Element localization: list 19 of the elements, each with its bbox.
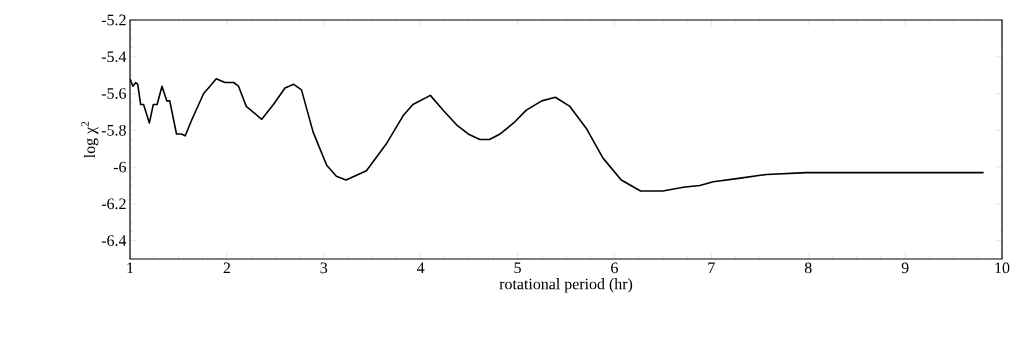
y-tick-label: -6	[113, 161, 127, 173]
y-tick-label: -6.4	[101, 235, 127, 246]
y-tick-label: -5.6	[101, 88, 127, 99]
y-tick-label: -6.2	[101, 198, 126, 210]
y-tick-label: -5.2	[101, 14, 126, 26]
x-tick-label: 6	[611, 262, 618, 274]
x-tick-label: 2	[223, 262, 230, 274]
x-tick-label: 4	[417, 262, 425, 274]
y-tick-label: -5.4	[101, 51, 127, 63]
x-tick-label: 3	[320, 262, 328, 274]
x-tick-label: 9	[901, 262, 909, 274]
x-tick-label: 5	[514, 262, 521, 274]
x-tick-label: 10	[995, 262, 1010, 274]
y-axis-title: log χ$^{2}$	[81, 121, 99, 158]
x-tick-label: 8	[804, 262, 812, 274]
x-tick-label: 7	[708, 262, 715, 273]
x-axis-title: rotational period (hr)	[499, 278, 633, 293]
y-tick-label: -5.8	[101, 124, 126, 136]
x-tick-label: 1	[127, 262, 134, 274]
